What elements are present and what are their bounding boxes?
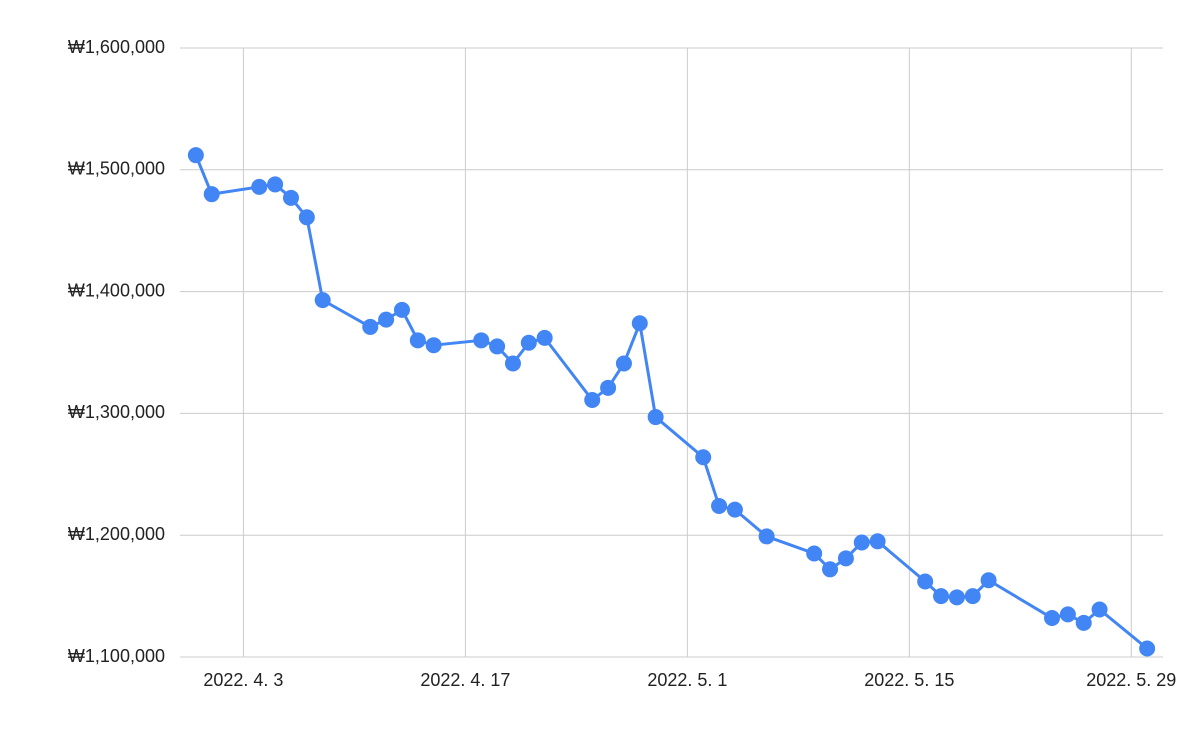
data-point bbox=[378, 311, 395, 328]
x-tick-label: 2022. 5. 15 bbox=[864, 670, 954, 690]
data-point bbox=[1139, 640, 1156, 657]
data-point bbox=[520, 334, 537, 351]
data-point bbox=[282, 189, 299, 206]
data-point bbox=[362, 318, 379, 335]
data-point bbox=[806, 545, 823, 562]
data-point bbox=[758, 528, 775, 545]
x-tick-label: 2022. 5. 29 bbox=[1086, 670, 1176, 690]
data-point bbox=[536, 329, 553, 346]
y-tick-label: ₩1,500,000 bbox=[68, 159, 165, 179]
data-point bbox=[298, 209, 315, 226]
data-point bbox=[933, 588, 950, 605]
data-point bbox=[695, 449, 712, 466]
data-point bbox=[647, 409, 664, 426]
data-point bbox=[822, 561, 839, 578]
data-point bbox=[1044, 610, 1061, 627]
data-point bbox=[314, 292, 331, 309]
data-point bbox=[1075, 614, 1092, 631]
data-point bbox=[489, 338, 506, 355]
data-point bbox=[837, 550, 854, 567]
data-line bbox=[194, 154, 1149, 650]
x-tick-label: 2022. 5. 1 bbox=[647, 670, 727, 690]
y-tick-label: ₩1,400,000 bbox=[68, 280, 165, 300]
y-tick-label: ₩1,100,000 bbox=[68, 646, 165, 666]
data-point bbox=[726, 501, 743, 518]
data-point bbox=[853, 534, 870, 551]
data-point bbox=[473, 332, 490, 349]
data-point bbox=[980, 572, 997, 589]
data-point bbox=[615, 355, 632, 372]
y-tick-label: ₩1,200,000 bbox=[68, 524, 165, 544]
y-tick-label: ₩1,300,000 bbox=[68, 402, 165, 422]
y-tick-label: ₩1,600,000 bbox=[68, 37, 165, 57]
data-point bbox=[964, 588, 981, 605]
data-point bbox=[1059, 606, 1076, 623]
data-point bbox=[504, 355, 521, 372]
data-point bbox=[584, 392, 601, 409]
data-point bbox=[251, 178, 268, 195]
data-point bbox=[203, 186, 220, 203]
data-point bbox=[711, 497, 728, 514]
data-point bbox=[409, 332, 426, 349]
data-point bbox=[631, 315, 648, 332]
data-point bbox=[1091, 601, 1108, 618]
data-point bbox=[393, 301, 410, 318]
data-point bbox=[267, 176, 284, 193]
data-point bbox=[917, 573, 934, 590]
x-tick-label: 2022. 4. 17 bbox=[420, 670, 510, 690]
data-point bbox=[869, 533, 886, 550]
data-point bbox=[600, 379, 617, 396]
data-point bbox=[187, 147, 204, 164]
x-tick-label: 2022. 4. 3 bbox=[203, 670, 283, 690]
data-point bbox=[948, 589, 965, 606]
data-point bbox=[425, 337, 442, 354]
